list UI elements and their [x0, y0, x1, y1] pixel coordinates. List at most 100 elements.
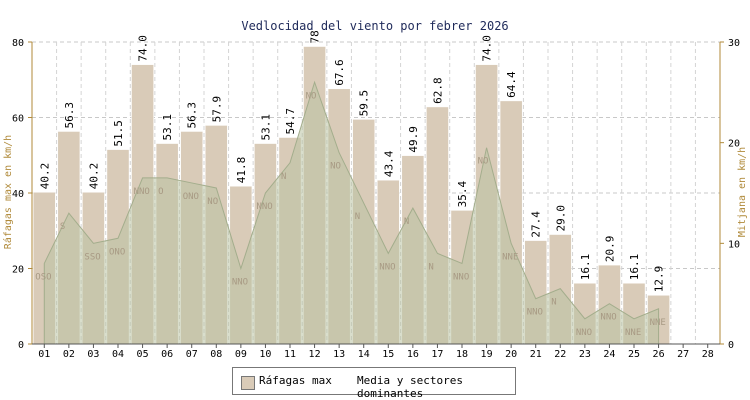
x-tick-label: 24	[603, 349, 615, 360]
sector-label: NO	[306, 91, 317, 101]
x-tick-label: 27	[677, 349, 689, 360]
sector-label: S	[60, 222, 65, 232]
y-tick-label-left: 40	[12, 189, 24, 200]
bar-value-label: 12.9	[653, 266, 666, 293]
x-tick-label: 23	[579, 349, 591, 360]
bar-value-label: 27.4	[530, 211, 543, 238]
bar-value-label: 74.0	[481, 35, 494, 62]
legend-label-average: Media y sectores dominantes	[357, 374, 463, 400]
bar-value-label: 64.4	[505, 71, 518, 98]
x-tick-label: 13	[333, 349, 345, 360]
bar-value-label: 56.3	[186, 102, 199, 129]
bar-value-label: 40.2	[87, 163, 100, 190]
sector-label: N	[551, 298, 556, 308]
bar-value-label: 43.4	[382, 150, 395, 177]
x-tick-label: 18	[456, 349, 468, 360]
x-tick-label: 02	[63, 349, 75, 360]
bar-value-label: 49.9	[407, 126, 420, 153]
average-area	[43, 80, 660, 345]
bar-value-label: 16.1	[628, 254, 641, 281]
bar-value-label: 53.1	[161, 114, 174, 141]
bar-value-label: 41.8	[235, 157, 248, 184]
sector-label: NO	[207, 197, 218, 207]
x-tick-label: 25	[628, 349, 640, 360]
sector-label: N	[355, 212, 360, 222]
sector-label: NNO	[527, 308, 543, 318]
sector-label: NO	[478, 157, 489, 167]
x-tick-label: 03	[87, 349, 99, 360]
average-area-series	[43, 80, 660, 345]
sector-label: N	[404, 217, 409, 227]
sector-label: OSO	[35, 272, 51, 282]
legend: Ráfagas max Media y sectores dominantes	[232, 367, 516, 400]
bar-value-label: 20.9	[603, 236, 616, 263]
y-tick-label-right: 30	[728, 38, 740, 49]
x-tick-label: 04	[112, 349, 124, 360]
sector-label: O	[158, 187, 163, 197]
sector-label: NNO	[453, 272, 469, 282]
y-axis-left-label: Ráfagas max en km/h	[2, 135, 14, 249]
sector-label: N	[428, 262, 433, 272]
bar-value-labels: 40.2 56.3 40.2 51.5 74.0 53.1 56.3 57.9 41.8 53.1…	[38, 30, 665, 292]
y-axis-right-label: Mitjana en km/h	[737, 147, 748, 237]
sector-label: N	[281, 172, 286, 182]
y-tick-label-left: 60	[12, 114, 24, 125]
x-tick-label: 06	[161, 349, 173, 360]
sector-label: SSO	[84, 252, 100, 262]
sector-label: NNO	[379, 262, 395, 272]
x-tick-label: 17	[431, 349, 443, 360]
sector-label: ONO	[183, 192, 199, 202]
y-tick-label-left: 0	[18, 340, 24, 351]
y-tick-label-left: 20	[12, 265, 24, 276]
x-tick-label: 21	[530, 349, 542, 360]
x-tick-label: 22	[554, 349, 566, 360]
legend-swatch-gusts	[241, 376, 255, 390]
x-tick-label: 11	[284, 349, 296, 360]
bar-value-label: 54.7	[284, 108, 297, 135]
sector-label: ONO	[109, 247, 125, 257]
bar-value-label: 57.9	[210, 96, 223, 123]
bar-value-label: 56.3	[63, 102, 76, 129]
axes: 0 20 40 60 80 0 10 20 30 01 02 03 04 05 06 07 08 09 10 11 12…	[12, 38, 740, 360]
x-tick-label: 26	[653, 349, 665, 360]
y-tick-label-left: 80	[12, 38, 24, 49]
bar-value-label: 59.5	[358, 90, 371, 117]
x-tick-label: 12	[309, 349, 321, 360]
sector-label: NNE	[625, 328, 641, 338]
bar-value-label: 16.1	[579, 254, 592, 281]
sector-label: NNO	[256, 202, 272, 212]
bar-value-label: 74.0	[137, 35, 150, 62]
sector-label: NNO	[134, 187, 150, 197]
sector-label: NNE	[502, 252, 518, 262]
bar-value-label: 62.8	[431, 77, 444, 104]
x-tick-label: 20	[505, 349, 517, 360]
x-tick-label: 16	[407, 349, 419, 360]
bar-value-label: 53.1	[259, 114, 272, 141]
x-tick-label: 05	[137, 349, 149, 360]
y-tick-label-right: 10	[728, 239, 740, 250]
x-tick-label: 19	[481, 349, 493, 360]
bar-value-label: 35.4	[456, 180, 469, 207]
bar-value-label: 40.2	[38, 163, 51, 190]
sector-label: NNO	[232, 278, 248, 288]
sector-label: NNO	[600, 313, 616, 323]
bar-value-label: 51.5	[112, 120, 125, 147]
chart-title: Vedlocidad del viento por febrer 2026	[241, 19, 508, 33]
x-tick-label: 14	[358, 349, 370, 360]
sector-label: NNE	[650, 318, 666, 328]
y-tick-label-right: 0	[728, 340, 734, 351]
x-tick-label: 28	[702, 349, 714, 360]
bar-value-label: 67.6	[333, 59, 346, 86]
x-tick-label: 09	[235, 349, 247, 360]
x-tick-label: 07	[186, 349, 198, 360]
x-tick-label: 08	[210, 349, 222, 360]
y-tick-label-right: 20	[728, 139, 740, 150]
legend-label-gusts: Ráfagas max	[259, 374, 332, 387]
bar-value-label: 29.0	[554, 205, 567, 232]
x-tick-label: 01	[38, 349, 50, 360]
x-tick-label: 15	[382, 349, 394, 360]
x-tick-label: 10	[259, 349, 271, 360]
sector-label: NNO	[576, 328, 592, 338]
